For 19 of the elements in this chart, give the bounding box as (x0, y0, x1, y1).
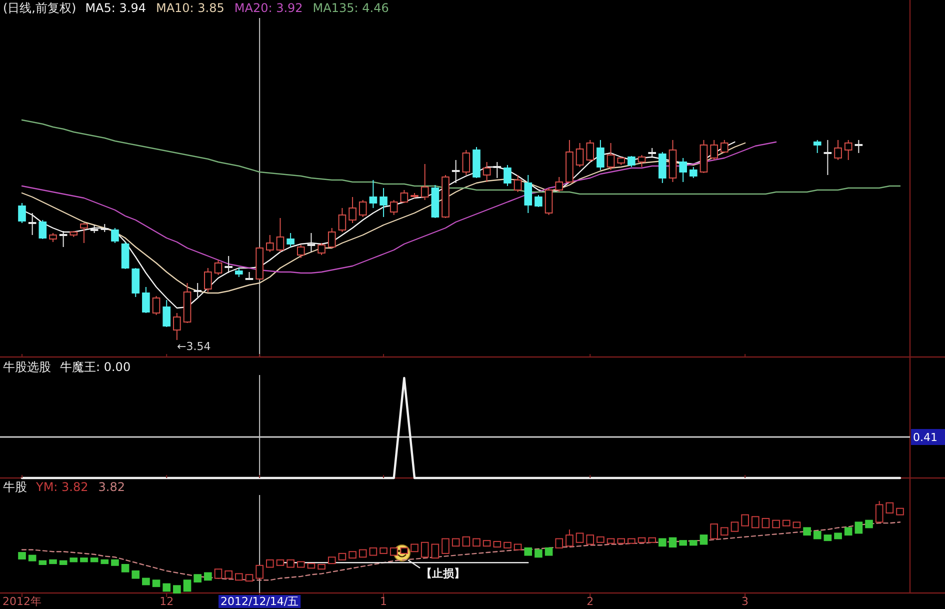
annotation: 【止损】 (421, 567, 465, 580)
legend-item: MA5: 3.94 (85, 1, 146, 15)
legend-item: 3.82 (98, 480, 125, 494)
title: 牛股选股 (3, 360, 51, 374)
legend-item: MA10: 3.85 (156, 1, 224, 15)
x-tick-label: 2012年 (2, 595, 42, 608)
title: 牛股 (3, 480, 27, 494)
ref-line-label: 0.41 (913, 431, 938, 444)
title: (日线,前复权) (3, 1, 76, 15)
legend-item: MA135: 4.46 (312, 1, 389, 15)
x-tick-label: 2 (586, 595, 594, 608)
legend-item: YM: 3.82 (36, 480, 88, 494)
annotation: ←3.54 (177, 340, 211, 353)
x-tick-label: 2012/12/14/五 (220, 595, 299, 608)
x-tick-label: 12 (160, 595, 174, 608)
x-tick-label: 1 (380, 595, 388, 608)
legend-item: MA20: 3.92 (234, 1, 303, 15)
x-tick-label: 3 (742, 595, 749, 608)
legend-item: 牛魔王: 0.00 (60, 360, 131, 374)
